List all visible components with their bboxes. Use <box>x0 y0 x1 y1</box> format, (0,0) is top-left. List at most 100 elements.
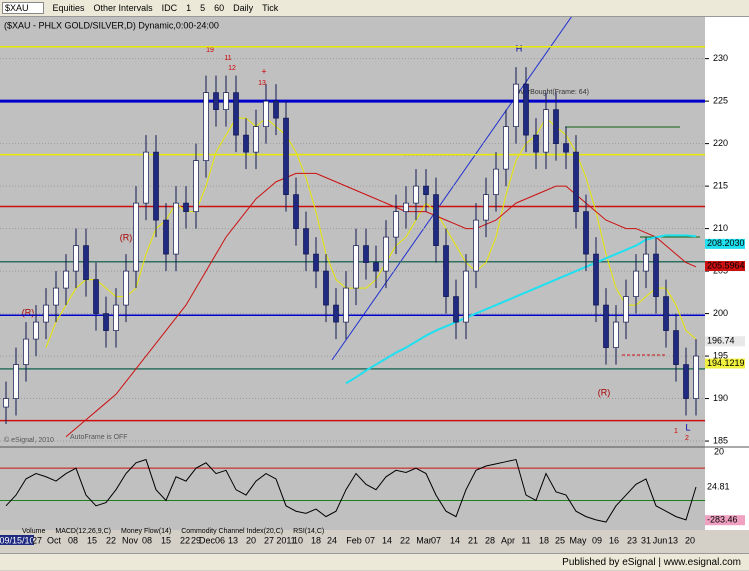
chart-title: ($XAU - PHLX GOLD/SILVER,D) Dynamic,0:00… <box>4 20 219 30</box>
y-tick-label: 230 <box>713 53 728 63</box>
x-tick-label: 22 <box>400 535 410 545</box>
toolbar: $XAU Equities Other Intervals IDC 1 5 60… <box>0 0 749 17</box>
candle-body <box>153 151 159 221</box>
candle-body <box>373 262 379 272</box>
candle-body <box>643 253 649 272</box>
annotation: L <box>685 422 690 432</box>
toolbar-item[interactable]: Tick <box>262 3 279 13</box>
candle-body <box>673 330 679 365</box>
candle-body <box>23 338 29 365</box>
candle-body <box>573 151 579 212</box>
candle-body <box>323 270 329 306</box>
candle-body <box>233 92 239 136</box>
candle-body <box>423 185 429 195</box>
candle-body <box>163 219 169 255</box>
x-tick-label: 18 <box>311 535 321 545</box>
toolbar-item[interactable]: Equities <box>52 3 85 13</box>
x-tick-label: 08 <box>68 535 78 545</box>
candle-body <box>13 364 19 399</box>
x-tick-label: 06 <box>215 535 225 545</box>
y-tick-label: 185 <box>713 435 728 445</box>
footer: Published by eSignal | www.esignal.com <box>0 553 749 570</box>
annotation: 1 <box>674 428 678 435</box>
annotation: (R) <box>22 307 35 317</box>
indicator-tab[interactable]: Money Flow(14) <box>121 528 171 535</box>
candle-body <box>183 202 189 212</box>
candle-body <box>63 270 69 289</box>
candle-body <box>583 211 589 255</box>
toolbar-item[interactable]: 1 <box>186 3 192 13</box>
candle-body <box>613 321 619 348</box>
candle-body <box>303 228 309 255</box>
annotation: (R) <box>120 232 133 242</box>
annotation: H <box>516 43 523 53</box>
annotation: AutoFrame is OFF <box>70 434 128 441</box>
x-tick-label: 14 <box>382 535 392 545</box>
candle-body <box>213 92 219 110</box>
x-tick-label: 25 <box>555 535 565 545</box>
x-tick-label: 10 <box>293 535 303 545</box>
x-tick-label: 09/15/10 <box>0 535 35 545</box>
indicator-tab[interactable]: RSI(14,C) <box>293 528 324 535</box>
value-flag-label: 208.2030 <box>707 238 745 248</box>
candle-body <box>193 160 199 212</box>
value-flag-label: 24.81 <box>707 481 730 491</box>
candle-body <box>293 194 299 229</box>
x-tick-label: 31 <box>641 535 651 545</box>
x-tick-label: 18 <box>539 535 549 545</box>
candle-body <box>173 202 179 255</box>
value-flag <box>705 336 745 347</box>
x-tick-label: 22 <box>106 535 116 545</box>
x-tick-label: 11 <box>521 535 530 545</box>
candle-body <box>653 253 659 297</box>
indicator-tab[interactable]: Commodity Channel Index(20,C) <box>181 528 283 535</box>
candle-body <box>593 253 599 306</box>
x-tick-label: 20 <box>685 535 695 545</box>
moving-average <box>45 117 697 348</box>
x-tick-label: 20 <box>246 535 256 545</box>
x-tick-label: Jun <box>653 535 668 545</box>
candle-body <box>313 253 319 272</box>
indicator-tab[interactable]: MACD(12,26,9,C) <box>55 528 111 535</box>
candle-body <box>93 279 99 314</box>
indicator-scale-label: 20 <box>714 446 724 456</box>
toolbar-item[interactable]: IDC <box>161 3 178 13</box>
candle-body <box>463 270 469 323</box>
candle-body <box>553 109 559 144</box>
candle-body <box>363 245 369 263</box>
trend-line <box>331 17 572 361</box>
symbol-box[interactable]: $XAU <box>2 2 44 14</box>
candle-body <box>73 245 79 272</box>
value-flag-label: 196.74 <box>707 336 735 346</box>
annotation: OverBought(Frame: 64) <box>515 89 589 96</box>
toolbar-item[interactable]: 60 <box>214 3 225 13</box>
candle-body <box>683 364 689 399</box>
toolbar-item[interactable]: Daily <box>233 3 254 13</box>
value-flag <box>705 482 745 493</box>
x-tick-label: 07 <box>365 535 375 545</box>
candle-body <box>263 100 269 127</box>
x-tick-label: 27 <box>264 535 274 545</box>
x-tick-label: 16 <box>609 535 619 545</box>
x-tick-label: 28 <box>485 535 495 545</box>
value-flag-label: -283.46 <box>707 515 738 525</box>
candle-body <box>353 245 359 289</box>
x-tick-label: 14 <box>450 535 460 545</box>
toolbar-item[interactable]: Other Intervals <box>93 3 153 13</box>
y-tick-label: 195 <box>713 350 728 360</box>
value-flag <box>705 515 745 526</box>
candle-body <box>113 304 119 331</box>
candle-body <box>513 83 519 127</box>
footer-url[interactable]: www.esignal.com <box>663 557 741 568</box>
indicator-line <box>5 458 697 523</box>
x-tick-label: 07 <box>431 535 441 545</box>
date-highlight <box>0 535 34 545</box>
value-flag <box>705 358 745 369</box>
moving-average <box>345 234 697 385</box>
annotation: (R) <box>598 387 611 397</box>
candle-body <box>493 168 499 195</box>
x-tick-label: 24 <box>327 535 337 545</box>
x-tick-label: Mar <box>416 535 432 545</box>
toolbar-item[interactable]: 5 <box>200 3 206 13</box>
indicator-tab[interactable]: Volume <box>22 528 45 535</box>
